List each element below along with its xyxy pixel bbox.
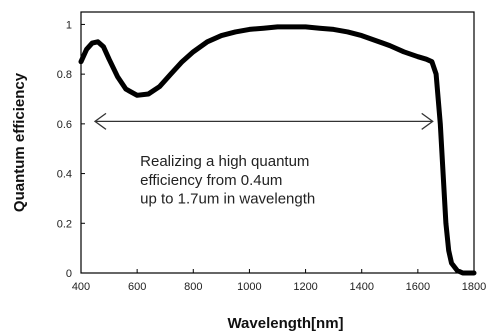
annotation-line-2: efficiency from 0.4um [140, 172, 282, 189]
qe-curve-line [78, 24, 477, 276]
x-tick-label: 1400 [349, 281, 373, 293]
x-tick-label: 800 [184, 281, 202, 293]
annotation-line-3: up to 1.7um in wavelength [140, 190, 315, 207]
y-tick-label: 0.8 [57, 69, 72, 81]
plot-axes [80, 11, 475, 274]
x-tick-label: 400 [72, 281, 90, 293]
y-tick-label: 0.2 [57, 218, 72, 230]
y-tick-label: 1 [66, 19, 72, 31]
y-tick-label: 0.6 [57, 119, 72, 131]
range-arrow [93, 112, 434, 130]
tick-labels: 400 600 800 1000 1200 1400 1600 1800 0 0.2 0.4 0.6 0… [57, 19, 487, 293]
arrow-head-right [421, 112, 434, 130]
x-tick-label: 1800 [462, 281, 486, 293]
annotation-line-1: Realizing a high quantum [140, 153, 309, 170]
y-tick-label: 0.4 [57, 169, 72, 181]
x-tick-label: 1000 [237, 281, 261, 293]
x-tick-label: 600 [128, 281, 146, 293]
arrow-head-left [93, 112, 107, 130]
plot-frame [80, 11, 475, 274]
y-tick-label: 0 [66, 268, 72, 280]
y-axis-title: Quantum efficiency [11, 72, 28, 212]
x-axis-title: Wavelength[nm] [227, 315, 343, 331]
x-tick-label: 1600 [406, 281, 430, 293]
x-tick-label: 1200 [293, 281, 317, 293]
